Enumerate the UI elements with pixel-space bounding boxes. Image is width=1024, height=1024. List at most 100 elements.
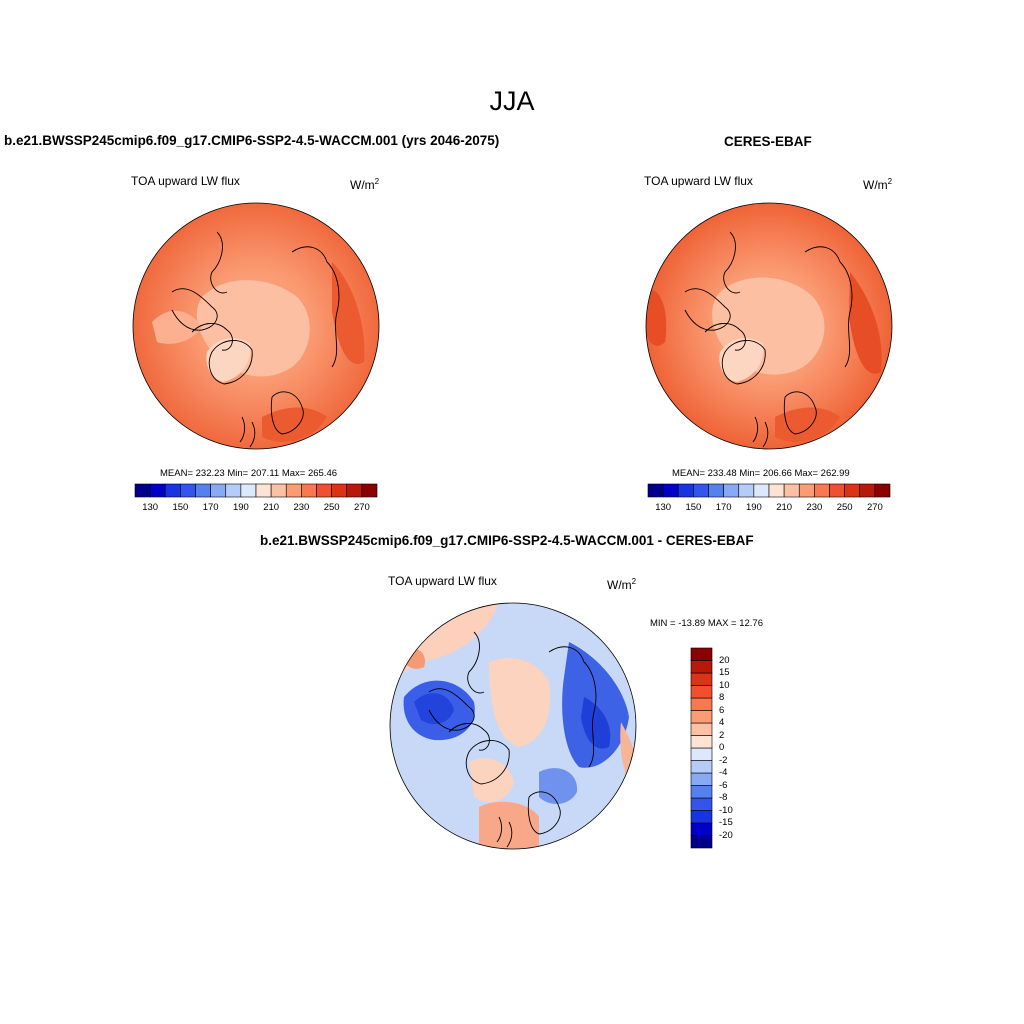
panel2-colorbar-box-8 <box>768 483 785 498</box>
panel3-colorbar <box>690 647 713 849</box>
panel3-coastlines <box>428 631 597 848</box>
panel2-colorbar-box-2 <box>677 483 694 498</box>
panel2-atlantic-contour <box>775 407 840 442</box>
panel3-colorbar-tick-label: 2 <box>719 729 725 741</box>
panel3-colorbar-box-0 <box>690 835 713 849</box>
panel3-greenland-positive <box>469 758 514 802</box>
panel1-canada-contour <box>152 310 202 344</box>
panel3-colorbar-tick-label: -4 <box>719 767 728 778</box>
panel2-polar-map <box>645 202 893 450</box>
panel3-colorbar-tick-label: -2 <box>719 754 728 766</box>
panel2-colorbar-box-0 <box>647 483 664 498</box>
panel2-units: W/m2 <box>863 177 893 192</box>
panel1-colorbar-tick-label: 210 <box>263 502 280 513</box>
panel1-colorbar-box-11 <box>301 483 317 498</box>
panel3-colorbar-box-11 <box>690 697 713 711</box>
panel1-colorbar-box-0 <box>134 483 151 498</box>
panel3-atlantic-positive <box>479 801 539 849</box>
panel2-colorbar-box-15 <box>874 483 891 498</box>
panel2-variable-label: TOA upward LW flux <box>644 174 753 188</box>
panel3-colorbar-tick-label: 4 <box>719 717 725 728</box>
panel3-colorbar-tick-label: 15 <box>719 667 730 678</box>
panel1-colorbar-box-7 <box>240 483 257 498</box>
panel3-colorbar-tick-label: -15 <box>719 817 733 828</box>
panel1-stats: MEAN= 232.23 Min= 207.11 Max= 265.46 <box>160 468 338 479</box>
figure-title: JJA <box>489 86 535 116</box>
panel3-colorbar-tick-label: -10 <box>719 804 733 816</box>
panel2-colorbar-box-14 <box>859 483 876 498</box>
panel3-units: W/m2 <box>607 577 637 592</box>
panel3-siberia-strong-negative <box>581 697 611 749</box>
panel3-colorbar-box-6 <box>690 760 713 774</box>
panel1-title: b.e21.BWSSP245cmip6.f09_g17.CMIP6-SSP2-4… <box>4 133 500 148</box>
panel1-colorbar-tick-label: 130 <box>142 502 159 513</box>
panel3-colorbar-box-10 <box>690 710 713 724</box>
panel1-variable-label: TOA upward LW flux <box>131 174 240 188</box>
panel3-arctic-positive <box>489 658 551 747</box>
panel2-colorbar <box>647 483 891 498</box>
panel3-colorbar-box-9 <box>690 722 713 736</box>
panel2-stats: MEAN= 233.48 Min= 206.66 Max= 262.99 <box>672 468 850 479</box>
panel1-colorbar-tick-label: 250 <box>323 502 340 513</box>
panel1-colorbar-box-8 <box>255 483 272 498</box>
panel2-colorbar-box-6 <box>738 483 755 498</box>
panel1-colorbar-box-5 <box>210 483 227 498</box>
panel3-colorbar-box-1 <box>690 822 713 836</box>
panel3-stats: MIN = -13.89 MAX = 12.76 <box>650 618 764 629</box>
panel1-colorbar-box-6 <box>225 483 242 498</box>
panel2-colorbar-tick-label: 250 <box>836 502 853 513</box>
panel3-colorbar-box-4 <box>690 785 713 799</box>
panel3-colorbar-tick-label: 20 <box>719 654 730 666</box>
panel1-colorbar-tick-label: 150 <box>172 502 189 513</box>
panel3-colorbar-box-15 <box>690 647 713 661</box>
panel2-colorbar-ticks: 130 150 170 190 210 230 250 270 <box>648 502 890 516</box>
panel3-variable-label: TOA upward LW flux <box>388 574 497 588</box>
panel3-colorbar-ticks: -20 -15 -10 -8 -6 -4 -2 0 2 4 6 8 10 15 20 <box>719 648 749 848</box>
panel2-pacific-contour <box>646 290 667 346</box>
panel2-colorbar-box-11 <box>814 483 830 498</box>
panel1-colorbar-box-1 <box>149 483 166 498</box>
panel2-colorbar-box-7 <box>753 483 770 498</box>
panel1-colorbar-tick-label: 170 <box>202 502 219 513</box>
panel1-colorbar-box-3 <box>180 483 196 498</box>
panel2-colorbar-box-13 <box>844 483 861 498</box>
panel3-colorbar-tick-label: -20 <box>719 829 733 841</box>
panel3-colorbar-tick-label: -6 <box>719 779 728 791</box>
panel2-colorbar-box-4 <box>708 483 724 498</box>
panel1-atlantic-contour <box>262 407 327 442</box>
panel2-title: CERES-EBAF <box>724 134 812 149</box>
panel3-colorbar-box-2 <box>690 810 713 824</box>
panel1-colorbar-tick-label: 230 <box>293 502 310 513</box>
panel1-colorbar <box>134 483 378 498</box>
panel3-colorbar-tick-label: 0 <box>719 742 725 753</box>
panel1-polar-map <box>132 202 380 450</box>
panel3-colorbar-box-14 <box>690 660 713 674</box>
panel1-colorbar-tick-label: 270 <box>353 502 370 513</box>
panel1-colorbar-tick-label: 190 <box>232 502 249 513</box>
panel2-colorbar-tick-label: 190 <box>745 502 762 513</box>
panel3-colorbar-box-5 <box>690 772 713 786</box>
panel3-title: b.e21.BWSSP245cmip6.f09_g17.CMIP6-SSP2-4… <box>260 533 754 548</box>
panel1-greenland-contour <box>206 338 251 382</box>
panel3-colorbar-box-7 <box>690 747 713 761</box>
panel3-colorbar-tick-label: 10 <box>719 679 730 691</box>
panel2-colorbar-box-10 <box>798 483 815 498</box>
panel2-colorbar-tick-label: 170 <box>715 502 732 513</box>
panel3-colorbar-tick-label: 8 <box>719 692 725 703</box>
panel3-colorbar-box-13 <box>690 672 713 686</box>
panel1-colorbar-ticks: 130 150 170 190 210 230 250 270 <box>135 502 377 516</box>
panel1-colorbar-box-13 <box>331 483 348 498</box>
panel3-colorbar-tick-label: 6 <box>719 704 725 716</box>
panel2-greenland-contour <box>719 338 764 382</box>
panel2-colorbar-box-5 <box>723 483 740 498</box>
panel1-colorbar-box-9 <box>270 483 287 498</box>
panel2-colorbar-tick-label: 210 <box>776 502 793 513</box>
panel3-scandinavia-negative <box>539 768 578 804</box>
panel3-canada-strong-negative <box>414 693 454 725</box>
panel1-units: W/m2 <box>350 177 380 192</box>
panel1-colorbar-box-14 <box>346 483 363 498</box>
panel1-colorbar-box-4 <box>195 483 211 498</box>
panel2-colorbar-tick-label: 130 <box>655 502 672 513</box>
panel1-colorbar-box-2 <box>164 483 181 498</box>
panel2-colorbar-tick-label: 270 <box>866 502 883 513</box>
